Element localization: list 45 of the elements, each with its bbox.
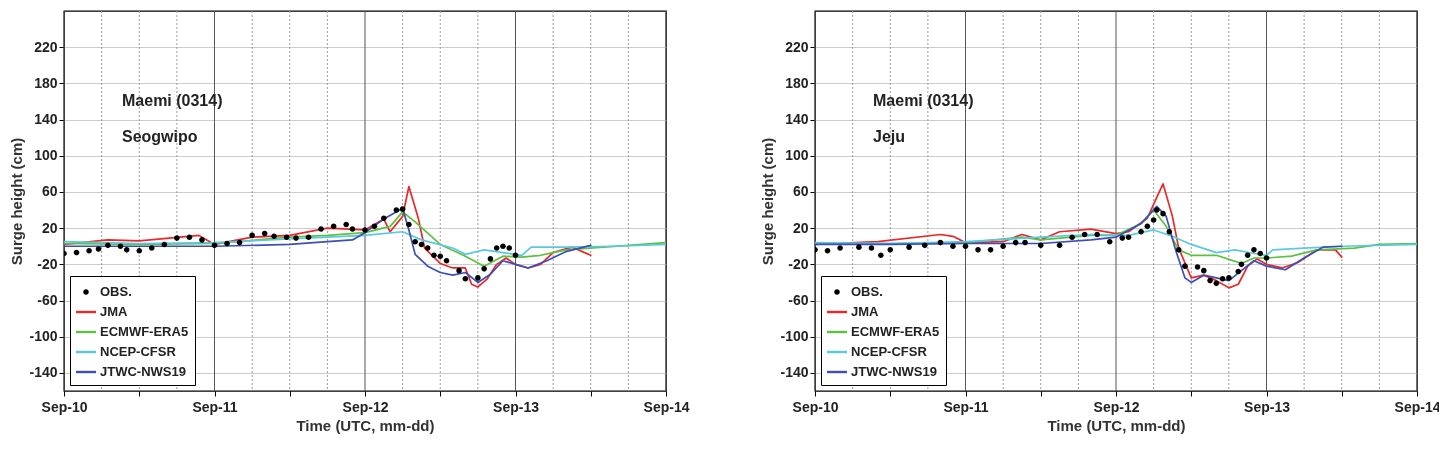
y-tick-label: 180 [34,74,58,91]
x-tick-label: Sep-11 [192,398,238,415]
x-tick-label: Sep-12 [1093,398,1140,415]
x-tick-label: Sep-13 [1244,398,1291,415]
x-tick-label: Sep-14 [643,398,690,415]
legend-label: ECMWF-ERA5 [851,324,940,339]
y-tick-label: 60 [41,183,58,200]
x-tick-label: Sep-11 [943,398,989,415]
annotation: Seogwipo [122,128,198,145]
y-tick-label: -60 [37,292,58,309]
x-axis-title: Time (UTC, mm-dd) [296,416,435,434]
legend-label: NCEP-CFSR [851,344,928,359]
y-tick-label: 180 [785,74,809,91]
y-axis-title: Surge height (cm) [8,137,26,266]
y-tick-label: 220 [785,38,809,55]
y-axis-title: Surge height (cm) [759,137,777,266]
legend-label: ECMWF-ERA5 [100,324,189,339]
legend-label: OBS. [100,284,132,299]
legend-label: JMA [100,304,129,319]
y-tick-label: -20 [788,255,809,272]
x-tick-label: Sep-10 [792,398,839,415]
legend-label: JTWC-NWS19 [100,364,186,379]
y-tick-label: 20 [792,219,809,236]
y-tick-label: -20 [37,255,58,272]
legend-label: JMA [851,304,880,319]
y-tick-label: 140 [34,111,58,128]
x-axis-title: Time (UTC, mm-dd) [1047,416,1186,434]
legend-label: JTWC-NWS19 [851,364,937,379]
legend-label: NCEP-CFSR [100,344,177,359]
y-tick-label: 100 [34,147,58,164]
y-tick-label: 60 [792,183,809,200]
y-tick-label: 100 [785,147,809,164]
y-tick-label: -60 [788,292,809,309]
y-tick-label: 20 [41,219,58,236]
y-tick-label: -140 [780,364,809,381]
y-tick-label: -140 [29,364,58,381]
x-tick-label: Sep-10 [41,398,88,415]
legend-label: OBS. [851,284,883,299]
x-tick-label: Sep-13 [493,398,540,415]
y-tick-label: -100 [29,328,58,345]
y-tick-label: -100 [780,328,809,345]
annotation: Jeju [873,128,906,145]
y-tick-label: 140 [785,111,809,128]
y-tick-label: 220 [34,38,58,55]
x-tick-label: Sep-12 [342,398,389,415]
